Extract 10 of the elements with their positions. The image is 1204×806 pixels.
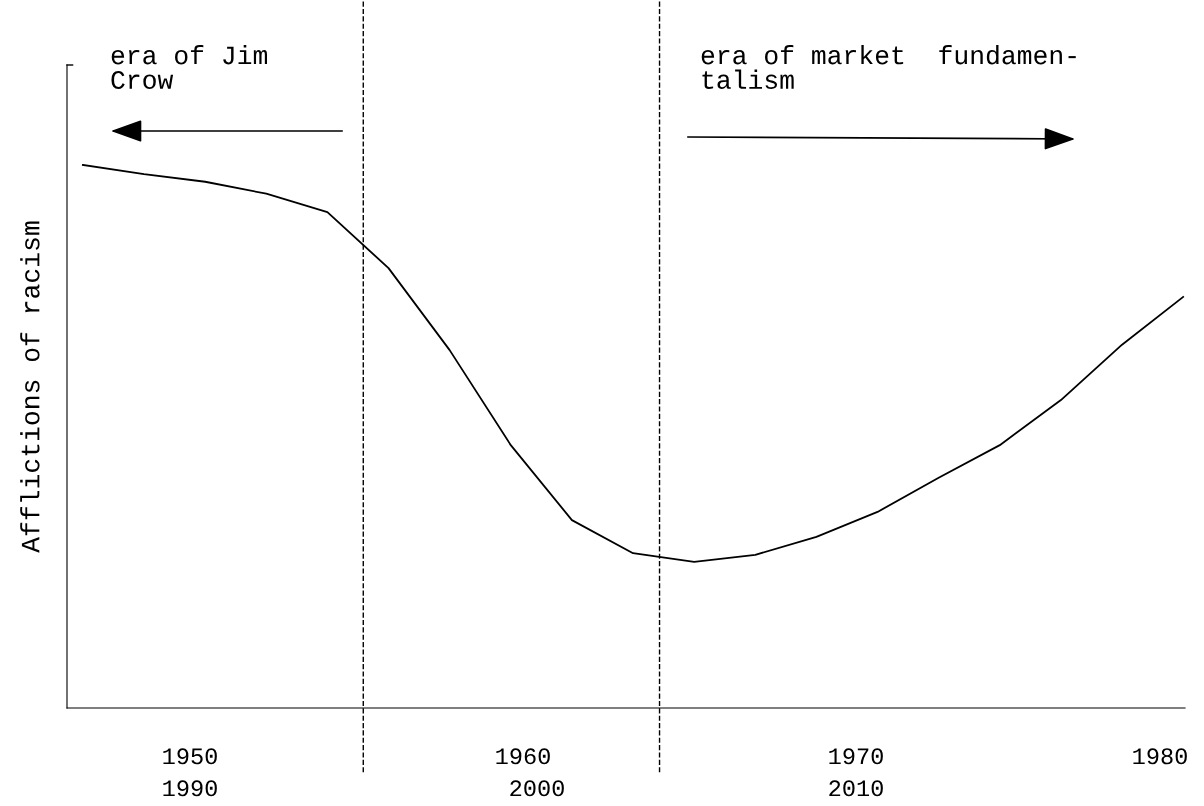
text: 2000 [510,780,564,797]
text: 1950 [163,748,217,765]
text: era of market fundamen- talism [701,45,1076,89]
text: 1960 [496,748,550,765]
text: era of Jim Crow [111,45,268,89]
y-axis-title: Afflictions of racism [20,221,40,553]
text: 1970 [829,748,883,765]
text: 2010 [829,780,883,797]
text: 1980 [1133,748,1187,765]
text: 1990 [163,780,217,797]
